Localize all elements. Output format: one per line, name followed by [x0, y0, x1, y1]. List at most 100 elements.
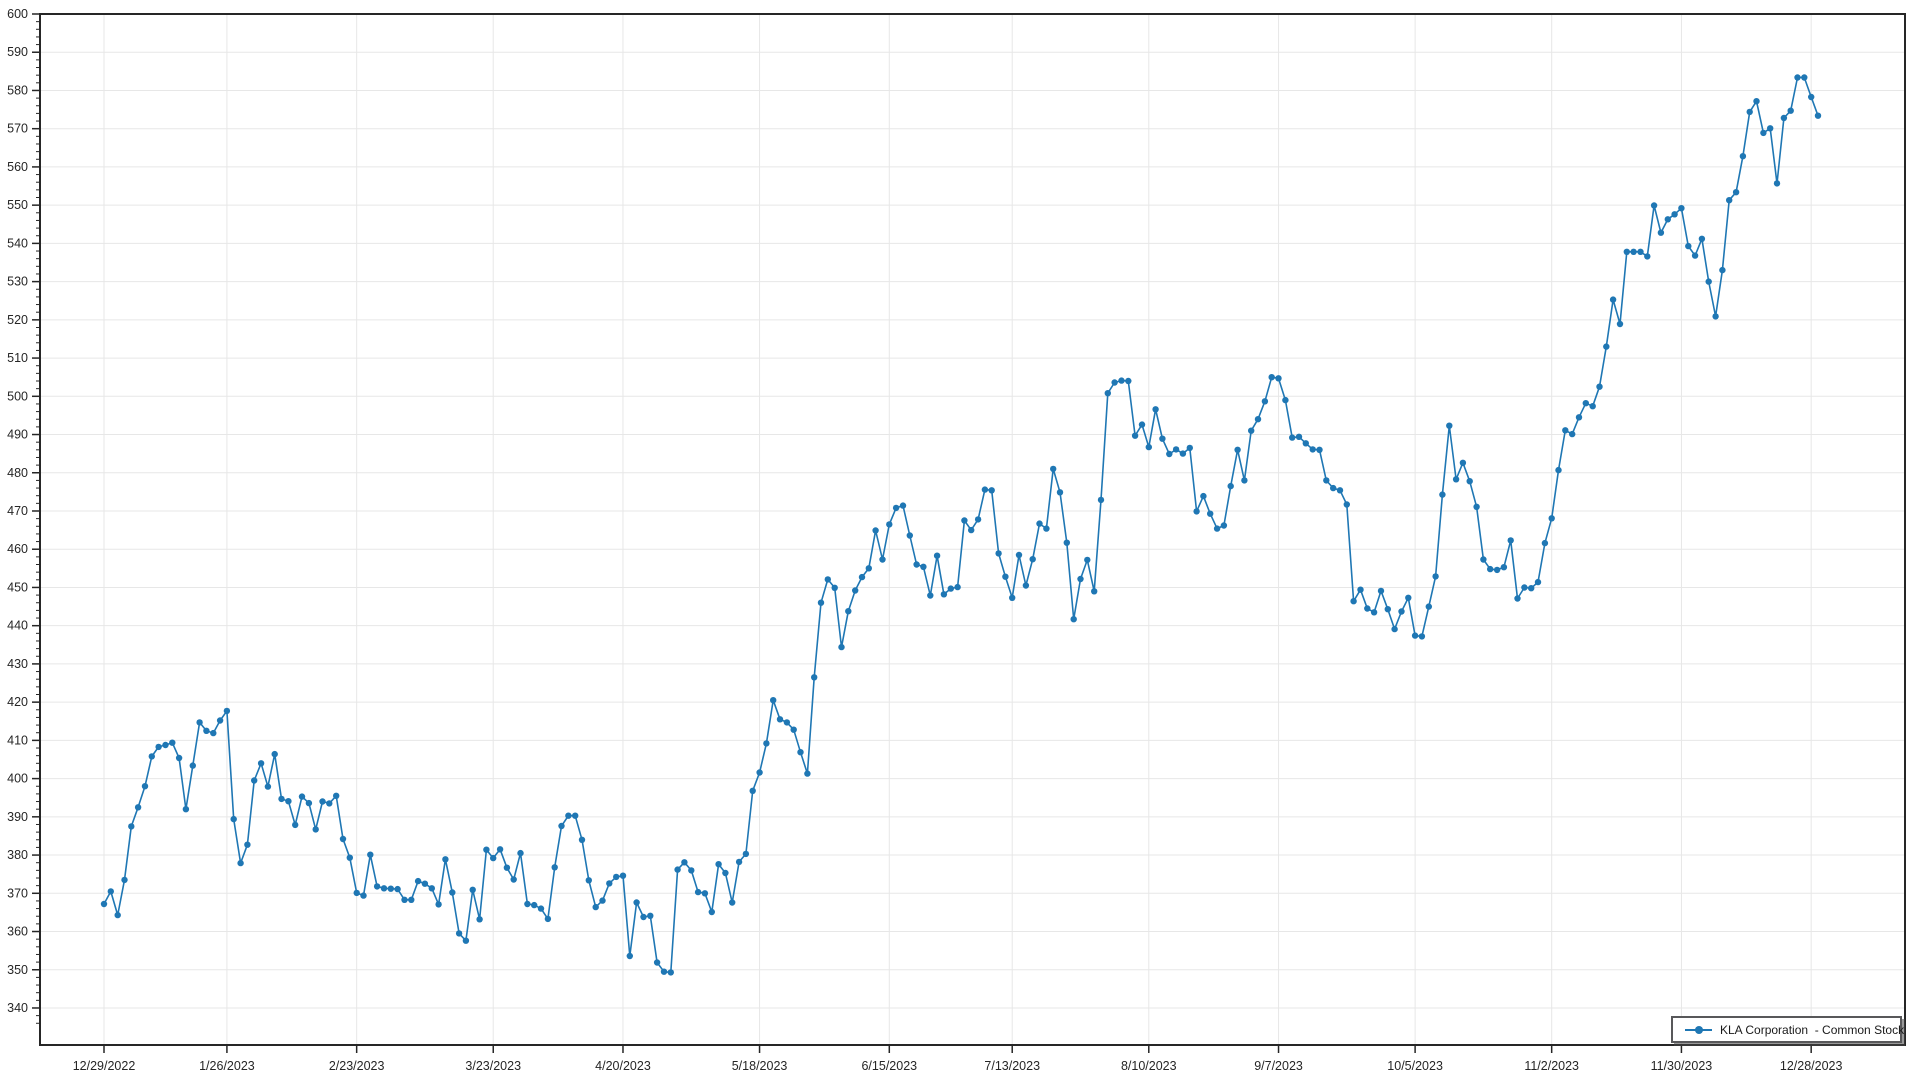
data-point	[1616, 320, 1624, 328]
data-point	[701, 890, 709, 897]
data-point	[1316, 446, 1323, 453]
data-point	[954, 583, 961, 591]
data-point	[565, 812, 572, 819]
data-point	[210, 729, 217, 737]
data-point	[503, 864, 511, 871]
data-point	[1698, 235, 1706, 242]
data-point	[1125, 377, 1132, 385]
data-point	[1131, 432, 1139, 439]
data-point	[1787, 107, 1794, 114]
data-point	[1179, 450, 1187, 457]
data-point	[1384, 606, 1392, 613]
data-point	[899, 502, 907, 509]
x-tick-label: 2/23/2023	[329, 1059, 385, 1073]
data-point	[428, 885, 435, 892]
data-point	[1582, 400, 1590, 407]
y-tick-label: 570	[7, 122, 28, 136]
data-point	[981, 486, 989, 493]
data-point	[517, 849, 524, 857]
data-point	[121, 876, 128, 884]
data-point	[1801, 74, 1808, 81]
data-point	[148, 753, 155, 760]
data-point	[1732, 189, 1740, 196]
y-tick-label: 410	[7, 733, 28, 747]
y-axis: 340 350 360 370 380 390 400 410 420 430 440 450 460 4…	[7, 7, 40, 1024]
y-tick-label: 550	[7, 198, 28, 212]
data-point	[1712, 313, 1719, 320]
data-point	[852, 587, 859, 594]
data-point	[1439, 491, 1446, 498]
data-point	[927, 592, 934, 599]
data-point	[1528, 585, 1535, 592]
data-point	[271, 750, 278, 758]
data-point	[1275, 375, 1282, 382]
data-point	[1391, 625, 1398, 633]
data-point	[490, 854, 497, 862]
data-point	[1637, 248, 1644, 255]
data-point	[346, 854, 353, 861]
data-point	[817, 599, 825, 606]
data-point	[742, 850, 750, 858]
data-point	[203, 727, 210, 734]
data-point	[333, 792, 340, 799]
data-point	[1227, 482, 1234, 490]
data-point	[886, 521, 893, 528]
data-point	[1630, 248, 1637, 255]
data-point	[988, 487, 995, 494]
data-point	[1036, 520, 1043, 527]
data-point	[1220, 522, 1228, 529]
data-point	[1015, 551, 1023, 559]
data-point	[1138, 421, 1146, 428]
y-tick-label: 340	[7, 1001, 28, 1015]
data-point	[674, 866, 681, 873]
data-point	[1808, 93, 1815, 101]
data-point	[189, 762, 196, 769]
y-tick-label: 580	[7, 83, 28, 97]
data-point	[1589, 403, 1596, 410]
data-point	[1343, 501, 1351, 508]
x-tick-label: 11/2/2023	[1524, 1059, 1579, 1073]
data-point	[599, 897, 606, 904]
data-point	[435, 901, 442, 908]
x-tick-label: 3/23/2023	[465, 1059, 521, 1073]
data-point	[339, 835, 347, 843]
data-point	[804, 770, 811, 777]
y-tick-label: 380	[7, 848, 28, 862]
y-tick-label: 430	[7, 657, 28, 671]
x-tick-label: 4/20/2023	[595, 1059, 651, 1073]
data-point	[1493, 566, 1501, 574]
data-point	[613, 873, 620, 881]
data-point	[1425, 603, 1433, 610]
data-point	[1152, 406, 1159, 413]
data-point	[1664, 216, 1672, 223]
data-point	[729, 899, 736, 906]
y-tick-label: 460	[7, 542, 28, 556]
data-point	[373, 883, 381, 890]
data-point	[1029, 556, 1036, 563]
x-tick-label: 8/10/2023	[1121, 1059, 1177, 1073]
data-point	[1084, 556, 1091, 564]
x-tick-label: 10/5/2023	[1387, 1059, 1443, 1073]
data-point	[1213, 525, 1221, 532]
data-point	[1767, 125, 1774, 132]
data-point	[510, 876, 517, 883]
data-point	[578, 836, 586, 843]
data-point	[1050, 465, 1057, 473]
data-point	[1671, 211, 1678, 218]
data-point	[483, 846, 490, 853]
data-point	[1002, 573, 1009, 580]
data-point	[524, 900, 531, 908]
data-point	[558, 822, 565, 830]
data-point	[155, 743, 162, 751]
data-point	[653, 959, 661, 966]
plot-border	[39, 13, 1906, 1046]
data-point	[360, 892, 367, 899]
data-point	[1207, 510, 1214, 517]
data-point	[1562, 427, 1569, 434]
data-point	[1466, 478, 1473, 485]
data-point	[647, 912, 654, 919]
y-tick-label: 530	[7, 275, 28, 289]
x-tick-label: 1/26/2023	[199, 1059, 255, 1073]
